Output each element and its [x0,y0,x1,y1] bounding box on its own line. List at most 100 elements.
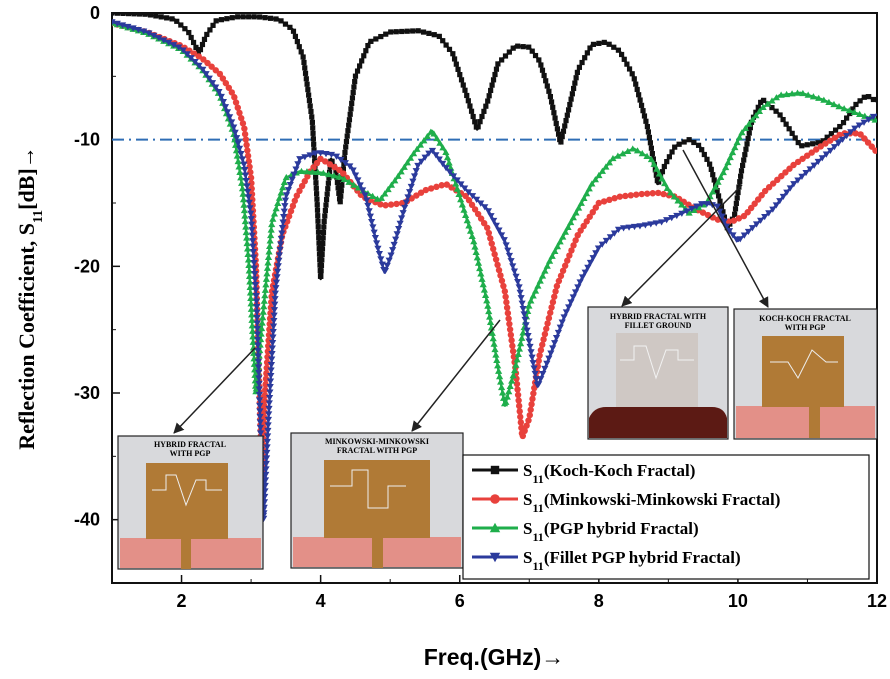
data-point [465,98,471,104]
data-point [569,214,577,221]
data-point [747,125,753,131]
data-point [520,44,526,50]
data-point [524,333,532,340]
data-point [383,31,389,37]
data-point [595,199,603,207]
data-point [443,154,452,161]
data-point [302,65,308,71]
data-point [507,331,515,339]
data-point [568,96,574,102]
data-point [629,145,637,152]
series-layer [112,13,877,522]
data-point [293,192,301,199]
data-point [391,177,399,184]
data-point [247,305,255,312]
data-point [737,179,743,185]
data-point [509,348,517,355]
data-point [313,159,321,167]
data-point [245,267,253,274]
data-point [752,112,760,119]
data-point [241,130,249,138]
data-point [631,76,637,82]
data-point [761,187,769,195]
data-point [742,152,748,158]
data-point [835,103,843,110]
data-point [704,156,710,162]
data-point [492,351,500,358]
data-point [318,268,324,274]
data-point [836,131,843,139]
data-point [160,37,168,44]
data-point [393,29,399,35]
data-point [236,168,244,175]
data-point [234,157,242,165]
data-point [351,84,357,90]
data-point [663,217,671,224]
data-point [445,159,453,166]
data-point [250,254,258,261]
data-point [857,131,864,138]
data-point [515,397,522,404]
data-point [514,391,522,399]
data-point [218,17,225,23]
data-point [433,134,441,142]
data-point [179,47,187,54]
data-point [556,238,564,245]
data-point [290,28,297,34]
data-point [238,185,247,192]
data-point [598,167,606,174]
data-point [525,417,532,424]
data-point [497,272,504,279]
data-point [856,110,864,117]
data-point [282,192,291,199]
data-point [504,247,512,254]
data-point [589,208,596,216]
data-point [872,147,877,154]
data-point [340,175,348,182]
data-point [498,383,506,391]
data-point [246,278,254,285]
data-point [326,169,333,175]
data-point [466,227,475,234]
data-point [532,376,540,383]
data-point [732,211,738,217]
data-point [387,252,395,259]
data-point [264,422,272,429]
data-point [271,290,279,297]
data-point [788,90,796,97]
data-point [250,265,258,272]
data-point [142,13,148,17]
data-point [265,337,272,344]
data-point [375,251,383,258]
data-point [636,92,642,98]
data-point [446,169,454,176]
data-point [241,125,248,132]
data-point [368,218,376,226]
data-point [279,219,287,226]
data-point [288,176,296,183]
data-point [213,18,219,24]
data-point [320,235,326,241]
data-point [518,300,526,307]
data-point [850,108,859,116]
data-point [287,207,295,215]
data-point [247,174,255,181]
data-point [303,76,309,82]
data-point [503,393,511,400]
data-point [709,188,717,195]
data-point [653,165,661,172]
data-point [527,406,534,413]
data-point [527,349,535,356]
data-point [321,224,327,230]
data-point [570,242,577,249]
data-point [458,77,465,83]
data-point [296,156,304,163]
data-point [817,143,824,150]
data-point [498,232,506,239]
data-point [844,115,850,121]
data-point [566,252,573,259]
data-point [814,158,822,166]
x-tick-label: 8 [594,591,604,611]
data-point [381,267,389,275]
data-point [317,155,324,163]
